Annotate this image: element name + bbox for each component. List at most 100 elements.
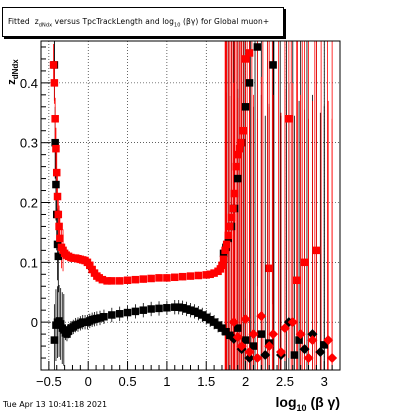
y-tick-label: 0.4 bbox=[20, 76, 38, 91]
data-marker bbox=[147, 274, 155, 283]
data-marker bbox=[252, 353, 263, 364]
data-marker bbox=[287, 317, 298, 328]
data-marker bbox=[290, 351, 299, 359]
data-marker bbox=[108, 277, 116, 285]
data-marker bbox=[241, 55, 250, 63]
x-axis-label: log10 (β γ) bbox=[276, 394, 340, 412]
data-marker bbox=[300, 258, 309, 267]
data-marker bbox=[232, 162, 240, 171]
data-marker bbox=[52, 180, 60, 189]
data-marker bbox=[233, 174, 242, 183]
data-marker bbox=[55, 222, 63, 231]
data-marker bbox=[264, 341, 275, 352]
data-marker bbox=[327, 353, 338, 364]
data-marker bbox=[86, 261, 94, 270]
data-marker bbox=[253, 43, 262, 51]
data-marker bbox=[295, 329, 306, 340]
data-marker bbox=[218, 261, 226, 270]
data-marker bbox=[244, 347, 255, 358]
data-marker bbox=[233, 150, 242, 159]
data-marker bbox=[307, 335, 318, 346]
data-marker bbox=[245, 49, 254, 57]
y-axis-ticks: 0 0.1 0.2 0.3 0.4 bbox=[20, 46, 50, 371]
x-tick-label: 1 bbox=[163, 374, 170, 389]
data-marker bbox=[98, 275, 107, 284]
data-marker bbox=[312, 246, 321, 255]
data-marker bbox=[323, 335, 334, 346]
data-marker bbox=[51, 138, 59, 147]
data-marker bbox=[155, 274, 163, 282]
data-marker bbox=[171, 303, 179, 311]
data-marker bbox=[131, 307, 140, 316]
plot-title: Fitted zdNdx versus TpcTrackLength and l… bbox=[8, 17, 270, 29]
data-marker bbox=[210, 269, 218, 277]
x-tick-label: 0 bbox=[85, 374, 92, 389]
data-marker bbox=[232, 332, 243, 343]
data-marker bbox=[100, 313, 108, 321]
data-marker bbox=[115, 310, 124, 318]
x-axis-ticks: −0.5 0 0.5 1 1.5 2 2.5 3 bbox=[36, 361, 333, 389]
data-marker bbox=[239, 126, 247, 135]
data-marker bbox=[178, 304, 187, 312]
data-marker bbox=[228, 317, 239, 328]
data-marker bbox=[53, 192, 62, 201]
data-marker bbox=[227, 213, 236, 222]
data-marker bbox=[49, 61, 58, 69]
data-marker bbox=[275, 347, 286, 358]
data-marker bbox=[235, 144, 244, 153]
data-marker bbox=[236, 341, 247, 352]
data-marker bbox=[303, 353, 314, 364]
data-marker bbox=[52, 168, 61, 177]
data-marker bbox=[210, 318, 218, 326]
data-marker bbox=[96, 314, 104, 322]
data-marker bbox=[230, 189, 239, 198]
data-marker bbox=[123, 308, 132, 317]
data-marker bbox=[279, 323, 290, 334]
data-marker bbox=[315, 347, 326, 358]
data-marker bbox=[139, 275, 148, 283]
data-marker bbox=[54, 210, 63, 219]
data-marker bbox=[52, 144, 60, 153]
data-marker bbox=[222, 240, 231, 249]
data-marker bbox=[269, 61, 277, 69]
data-marker bbox=[115, 277, 124, 285]
data-marker bbox=[245, 79, 254, 87]
plot-title-box: Fitted zdNdx versus TpcTrackLength and l… bbox=[2, 7, 284, 37]
data-marker bbox=[123, 276, 132, 285]
data-marker bbox=[249, 342, 258, 350]
data-marker bbox=[292, 276, 301, 285]
data-marker bbox=[240, 314, 251, 325]
data-marker bbox=[256, 311, 267, 322]
data-marker bbox=[56, 320, 65, 328]
data-marker bbox=[320, 341, 329, 349]
y-tick-label: 0.2 bbox=[20, 196, 38, 211]
data-marker bbox=[307, 329, 318, 340]
data-marker bbox=[268, 329, 279, 340]
data-marker bbox=[202, 313, 210, 322]
data-marker bbox=[50, 79, 59, 87]
data-marker bbox=[178, 272, 187, 281]
data-marker bbox=[219, 255, 228, 264]
data-marker bbox=[237, 138, 245, 147]
data-marker bbox=[50, 336, 59, 344]
data-marker bbox=[214, 321, 222, 329]
data-marker bbox=[248, 329, 259, 340]
data-marker bbox=[226, 222, 234, 231]
data-marker bbox=[226, 331, 234, 340]
data-marker bbox=[171, 273, 179, 282]
data-marker bbox=[241, 336, 250, 344]
data-marker bbox=[139, 306, 148, 314]
data-marker bbox=[244, 353, 255, 364]
data-marker bbox=[51, 115, 59, 123]
data-markers bbox=[49, 43, 338, 364]
data-marker bbox=[182, 305, 191, 313]
y-tick-label: 0 bbox=[31, 315, 38, 330]
x-tick-label: 0.5 bbox=[119, 374, 137, 389]
data-marker bbox=[131, 275, 140, 284]
data-marker bbox=[163, 304, 171, 312]
y-tick-label: 0.3 bbox=[20, 136, 38, 151]
data-marker bbox=[147, 305, 155, 313]
data-marker bbox=[224, 231, 233, 240]
data-marker bbox=[299, 344, 310, 355]
